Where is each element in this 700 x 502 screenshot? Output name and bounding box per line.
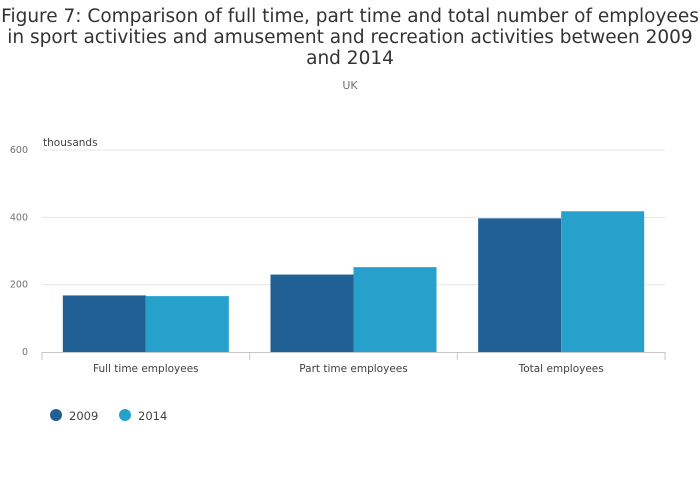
bar-2014[interactable] (561, 211, 645, 352)
legend-marker-2014[interactable] (119, 409, 131, 421)
bar-2014[interactable] (145, 296, 229, 352)
chart-title-line-2: in sport activities and amusement and re… (7, 27, 693, 48)
y-tick-label: 200 (10, 280, 28, 291)
legend-marker-2009[interactable] (50, 409, 62, 421)
y-tick-label: 600 (10, 145, 28, 156)
bar-2009[interactable] (62, 295, 146, 352)
chart-subtitle: UK (342, 79, 358, 92)
x-tick-label: Part time employees (299, 363, 407, 375)
bar-2014[interactable] (353, 267, 437, 352)
legend-label-2009[interactable]: 2009 (69, 409, 98, 423)
chart-title-line-1: Figure 7: Comparison of full time, part … (1, 6, 699, 27)
y-tick-label: 400 (10, 212, 28, 223)
bar-2009[interactable] (270, 274, 354, 352)
x-tick-label: Full time employees (93, 363, 199, 375)
bar-2009[interactable] (478, 218, 562, 352)
y-axis-ticks: 0 200 400 600 (10, 145, 28, 358)
y-axis-unit-label: thousands (43, 137, 98, 149)
legend: 2009 2014 (50, 409, 167, 423)
x-tick-label: Total employees (518, 363, 604, 375)
chart-title: Figure 7: Comparison of full time, part … (0, 6, 700, 69)
y-tick-label: 0 (22, 347, 28, 358)
x-axis: Full time employees Part time employees To… (41, 352, 666, 375)
bars (62, 211, 645, 352)
chart-title-line-3: and 2014 (306, 48, 394, 69)
legend-label-2014[interactable]: 2014 (138, 409, 167, 423)
